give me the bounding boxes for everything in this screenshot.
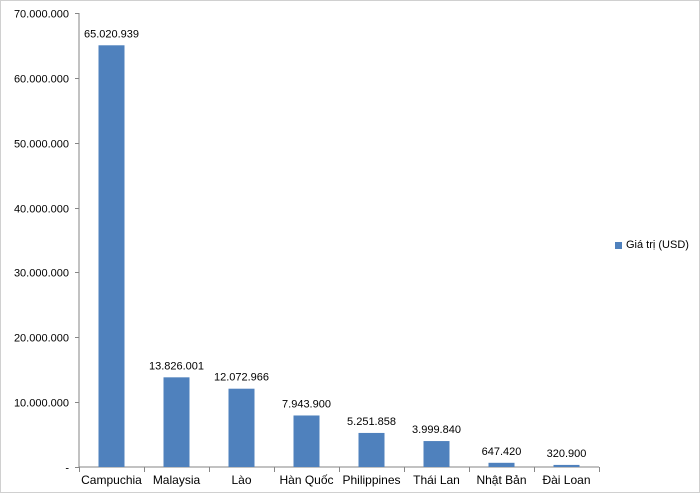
y-tick-label: 40.000.000 [14,204,69,216]
x-tick-label: Malaysia [153,473,201,487]
legend-label: Giá trị (USD) [626,239,689,251]
bar [163,377,190,467]
y-tick-label: 60.000.000 [14,74,69,86]
y-tick-label: 30.000.000 [14,268,69,280]
data-label: 7.943.900 [282,398,331,410]
data-label: 3.999.840 [412,424,461,436]
bar [228,388,255,467]
bar [293,415,320,467]
data-label: 13.826.001 [149,360,204,372]
legend: Giá trị (USD) [615,239,689,251]
bar [488,462,515,467]
y-tick-label: 70.000.000 [14,9,69,21]
x-tick-label: Hàn Quốc [279,473,333,487]
legend-swatch [615,241,622,249]
y-tick-label: 20.000.000 [14,333,69,345]
y-tick-label: 50.000.000 [14,139,69,151]
x-tick-label: Thái Lan [413,473,460,487]
bar [358,432,385,467]
y-tick-label: 10.000.000 [14,398,69,410]
data-label: 65.020.939 [84,28,139,40]
bar [423,441,450,467]
bar [98,45,125,468]
y-tick-label: - [65,463,69,475]
data-label: 647.420 [482,446,522,458]
x-tick-label: Nhật Bản [476,473,526,487]
bar [553,464,580,467]
data-label: 320.900 [547,448,587,460]
x-tick-label: Campuchia [81,473,142,487]
x-tick-label: Philippines [342,473,400,487]
data-label: 5.251.858 [347,416,396,428]
x-tick-label: Lào [231,473,251,487]
x-tick-label: Đài Loan [542,473,590,487]
data-label: 12.072.966 [214,372,269,384]
